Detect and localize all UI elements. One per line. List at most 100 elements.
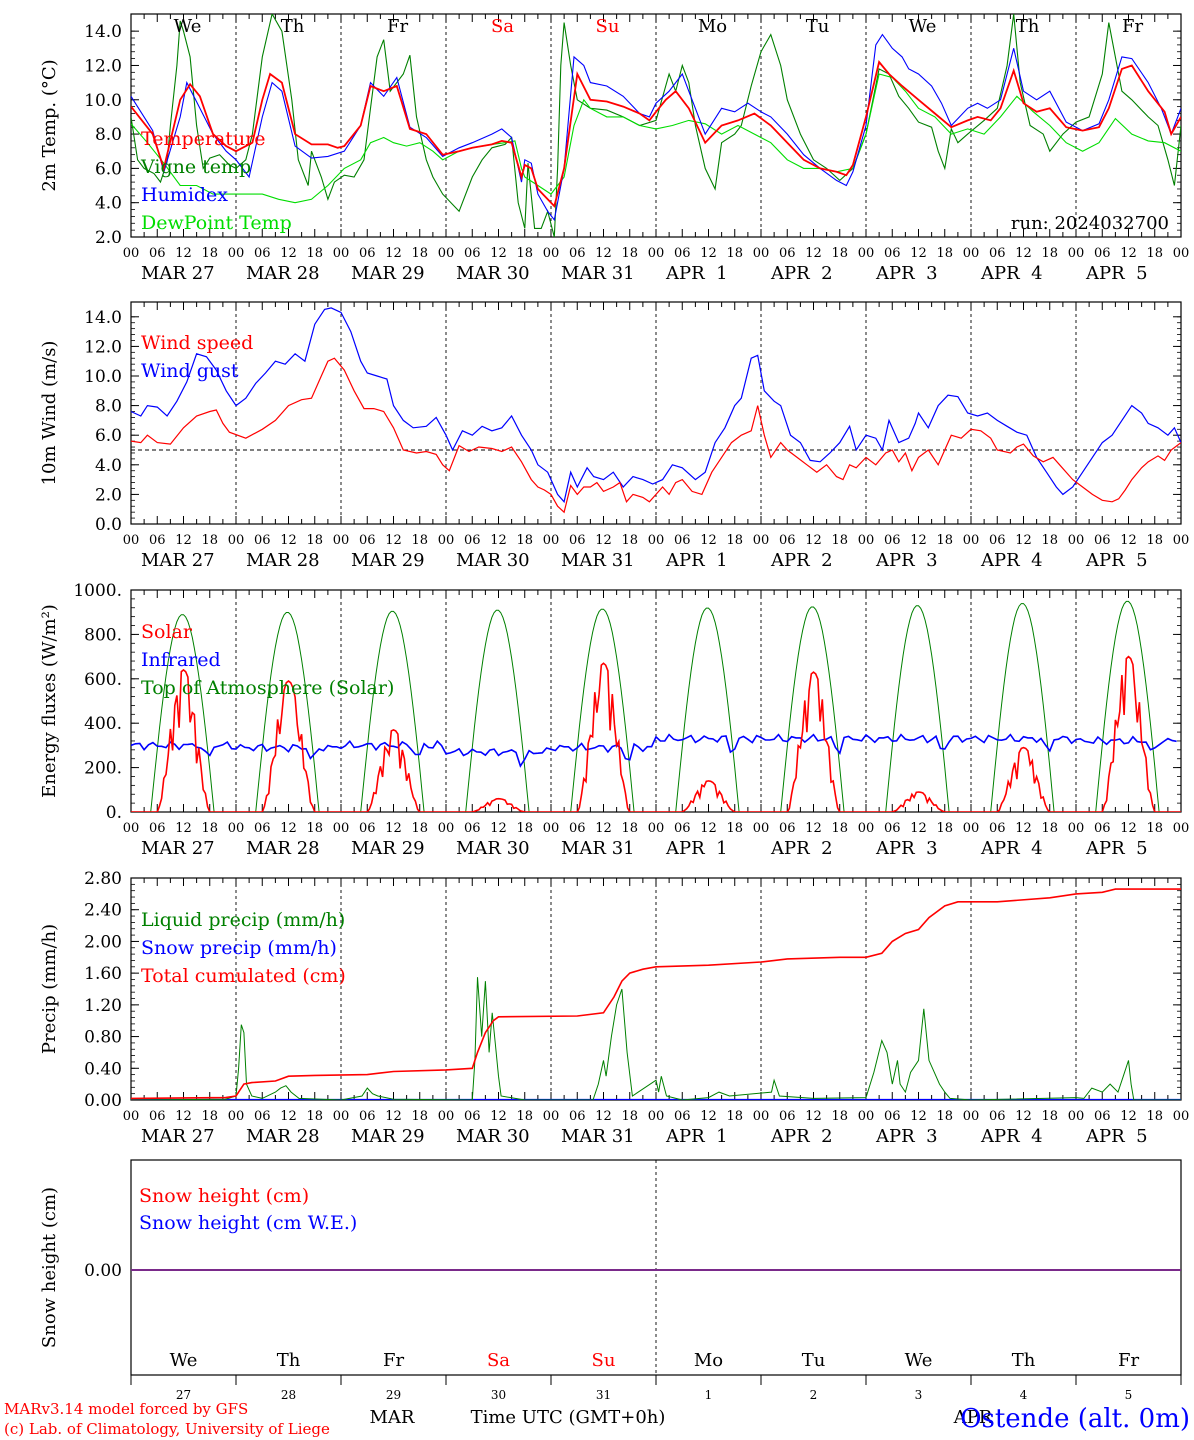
hour-tick-label: 00 [858, 821, 875, 836]
day-number-label: 2 [810, 1388, 818, 1402]
date-label: MAR 27 [141, 838, 215, 859]
credit-line: (c) Lab. of Climatology, University of L… [4, 1420, 330, 1438]
hour-tick-label: 06 [884, 533, 901, 548]
date-label: APR 3 [875, 1126, 938, 1147]
hour-tick-label: 06 [989, 246, 1006, 261]
hour-tick-label: 12 [910, 533, 927, 548]
day-number-label: 31 [596, 1388, 611, 1402]
series-line-vigne-temp [131, 14, 1181, 237]
hour-tick-label: 00 [438, 1109, 455, 1124]
legend-entry: Infrared [141, 649, 221, 671]
hour-tick-label: 06 [569, 1109, 586, 1124]
weekday-label: We [905, 1350, 933, 1371]
hour-tick-label: 12 [1120, 1109, 1137, 1124]
y-tick-label: 14.0 [84, 308, 122, 328]
hour-tick-label: 06 [149, 533, 166, 548]
hour-tick-label: 00 [333, 821, 350, 836]
hour-tick-label: 00 [438, 533, 455, 548]
hour-tick-label: 18 [201, 1109, 218, 1124]
y-axis-title: 2m Temp. (°C) [39, 59, 60, 191]
date-label: MAR 31 [561, 1126, 635, 1147]
credit-line: MARv3.14 model forced by GFS [4, 1400, 248, 1418]
hour-tick-label: 06 [674, 533, 691, 548]
hour-tick-label: 00 [858, 533, 875, 548]
date-label: MAR 29 [351, 838, 425, 859]
hour-tick-label: 18 [306, 1109, 323, 1124]
hour-tick-label: 18 [831, 246, 848, 261]
date-label: MAR 27 [141, 263, 215, 284]
hour-tick-label: 12 [595, 1109, 612, 1124]
hour-tick-label: 06 [884, 1109, 901, 1124]
hour-tick-label: 00 [1068, 1109, 1085, 1124]
hour-tick-label: 06 [464, 533, 481, 548]
weekday-label: Th [1012, 1350, 1036, 1371]
hour-tick-label: 18 [201, 246, 218, 261]
hour-tick-label: 00 [1173, 821, 1190, 836]
weekday-label: We [909, 16, 937, 37]
hour-tick-label: 12 [1120, 533, 1137, 548]
hour-tick-label: 12 [490, 1109, 507, 1124]
hour-tick-label: 18 [516, 533, 533, 548]
hour-tick-label: 12 [175, 246, 192, 261]
date-label: APR 4 [980, 263, 1043, 284]
weekday-label: Fr [1118, 1350, 1139, 1371]
date-label: APR 2 [770, 263, 833, 284]
hour-tick-label: 06 [1094, 821, 1111, 836]
hour-tick-label: 06 [884, 821, 901, 836]
hour-tick-label: 00 [648, 533, 665, 548]
hour-tick-label: 06 [1094, 1109, 1111, 1124]
hour-tick-label: 12 [700, 246, 717, 261]
hour-tick-label: 00 [1068, 533, 1085, 548]
energy-lines [131, 600, 1181, 812]
series-line-wind-speed [131, 357, 1181, 514]
hour-tick-label: 18 [726, 821, 743, 836]
date-label: MAR 27 [141, 550, 215, 571]
date-label: APR 5 [1085, 838, 1148, 859]
hour-tick-label: 12 [490, 246, 507, 261]
hour-tick-label: 18 [516, 246, 533, 261]
weekday-label: Th [1016, 16, 1040, 37]
hour-tick-label: 18 [936, 533, 953, 548]
date-label: MAR 31 [561, 263, 635, 284]
hour-tick-label: 06 [989, 533, 1006, 548]
hour-tick-label: 18 [621, 1109, 638, 1124]
hour-tick-label: 00 [753, 821, 770, 836]
hour-tick-label: 06 [464, 821, 481, 836]
hour-tick-label: 00 [753, 246, 770, 261]
weekday-label: Mo [694, 1350, 723, 1371]
hour-tick-label: 18 [831, 1109, 848, 1124]
day-number-label: 4 [1020, 1388, 1028, 1402]
series-line-solar [131, 655, 1181, 812]
date-label: APR 3 [875, 838, 938, 859]
hour-tick-label: 18 [726, 1109, 743, 1124]
hour-tick-label: 18 [1041, 533, 1058, 548]
hour-tick-label: 18 [831, 821, 848, 836]
legend-entry: Humidex [141, 184, 228, 206]
hour-tick-label: 06 [989, 821, 1006, 836]
hour-tick-label: 12 [280, 821, 297, 836]
legend-entry: Total cumulated (cm) [141, 965, 346, 987]
hour-tick-label: 12 [175, 1109, 192, 1124]
hour-tick-label: 06 [884, 246, 901, 261]
date-label: MAR 28 [246, 550, 320, 571]
panel-2-frame [130, 301, 1182, 525]
hour-tick-label: 00 [123, 821, 140, 836]
hour-tick-label: 00 [543, 821, 560, 836]
date-label: MAR 30 [456, 263, 530, 284]
y-axis-title: Energy fluxes (W/m²) [39, 604, 60, 798]
y-tick-label: 2.0 [95, 228, 122, 248]
hour-tick-label: 06 [254, 821, 271, 836]
legend-entry: Snow height (cm) [139, 1185, 309, 1207]
hour-tick-label: 00 [1173, 533, 1190, 548]
hour-tick-label: 18 [621, 246, 638, 261]
y-tick-label: 2.0 [95, 485, 122, 505]
hour-tick-label: 18 [1041, 821, 1058, 836]
hour-tick-label: 18 [621, 821, 638, 836]
hour-tick-label: 00 [1068, 246, 1085, 261]
date-label: APR 1 [665, 838, 728, 859]
hour-tick-label: 00 [123, 246, 140, 261]
hour-tick-label: 12 [385, 821, 402, 836]
hour-tick-label: 18 [1146, 1109, 1163, 1124]
weekday-label: We [170, 1350, 198, 1371]
date-label: APR 5 [1085, 1126, 1148, 1147]
